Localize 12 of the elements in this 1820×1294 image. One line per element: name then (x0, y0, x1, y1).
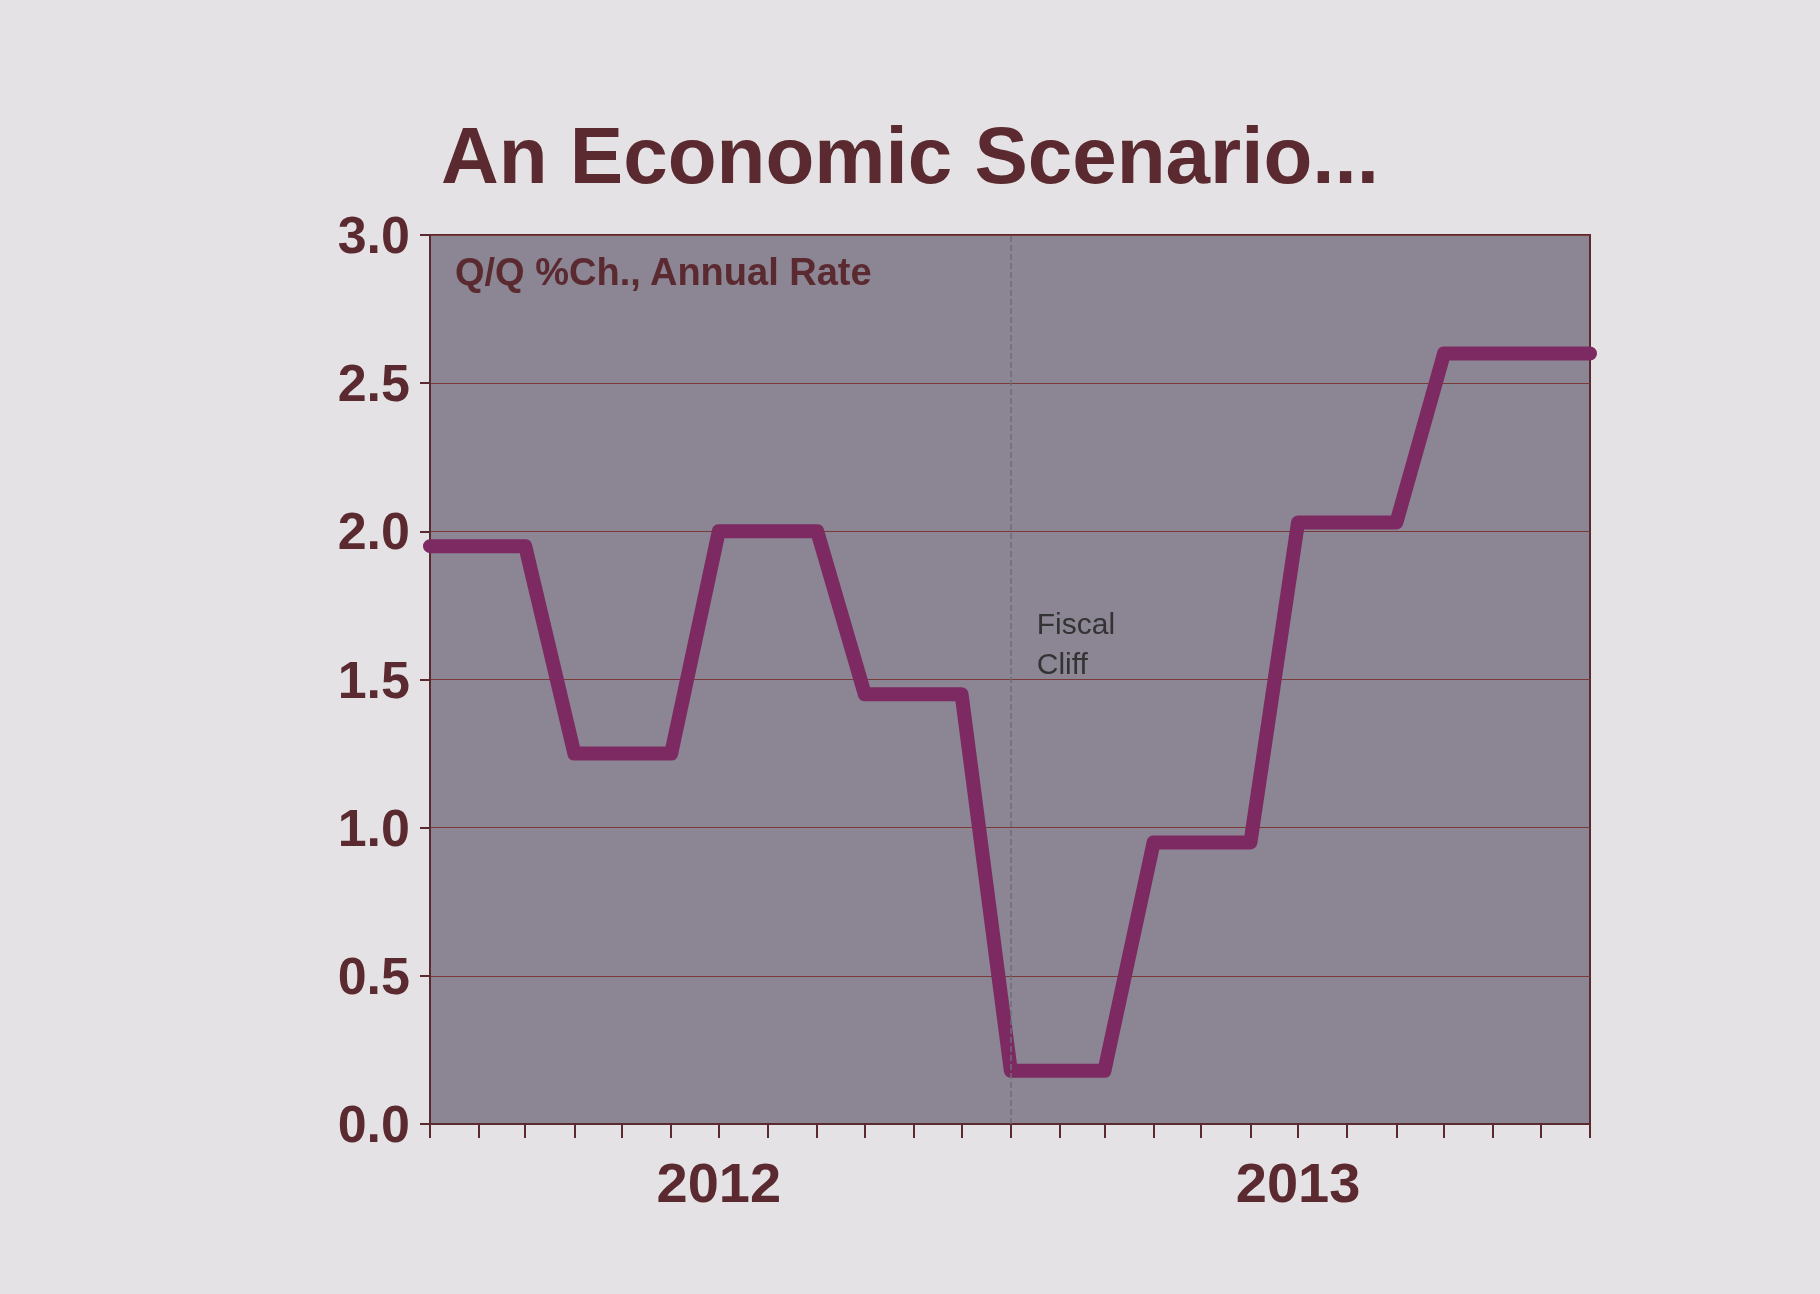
ref-line-label: Fiscal Cliff (1036, 607, 1124, 680)
y-tick-label: 2.0 (337, 502, 410, 561)
x-tick-label: 2013 (1235, 1150, 1361, 1214)
y-tick-label: 2.5 (337, 354, 410, 413)
y-tick-label: 1.5 (337, 650, 410, 709)
y-tick-label: 1.0 (337, 798, 410, 857)
y-tick-label: 0.5 (337, 946, 410, 1005)
y-tick-label: 0.0 (337, 1095, 410, 1153)
annotation: Q/Q %Ch., Annual Rate (455, 251, 872, 293)
y-tick-label: 3.0 (337, 206, 410, 264)
chart-title: An Economic Scenario... (440, 110, 1380, 200)
x-tick-label: 2012 (656, 1150, 782, 1214)
